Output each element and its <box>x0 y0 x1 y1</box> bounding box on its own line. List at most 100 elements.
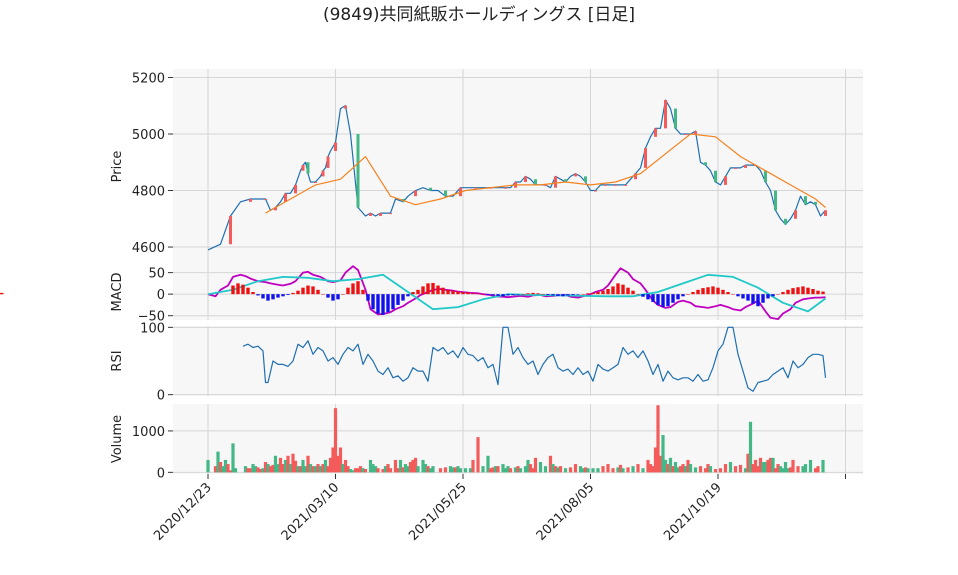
volume-bar <box>808 459 813 473</box>
volume-bar <box>281 464 285 473</box>
volume-bar <box>803 464 808 473</box>
macd-histogram-bar <box>721 289 725 295</box>
volume-bar <box>713 469 718 473</box>
volume-bar <box>423 464 428 473</box>
volume-bar <box>531 468 535 473</box>
volume-bar <box>513 467 518 473</box>
volume-bar <box>356 468 360 473</box>
volume-bar <box>543 466 548 473</box>
candle-body <box>634 173 637 180</box>
price-ytick-label: 5200 <box>132 71 165 86</box>
volume-bar <box>653 447 658 473</box>
volume-bar <box>443 467 448 473</box>
volume-bar <box>753 459 758 473</box>
volume-bar <box>558 466 563 473</box>
volume-bar <box>228 470 233 473</box>
volume-ytick-label: 1000 <box>132 425 165 440</box>
macd-histogram-bar <box>806 287 810 295</box>
volume-bar <box>668 457 673 473</box>
volume-ylabel: Volume <box>110 415 125 463</box>
candle-body <box>684 134 687 135</box>
macd-histogram-bar <box>611 286 615 295</box>
macd-histogram-bar <box>251 292 255 295</box>
volume-bar <box>773 468 778 473</box>
volume-bar <box>651 466 655 473</box>
macd-histogram-bar <box>541 294 545 295</box>
candle-body <box>624 184 627 186</box>
macd-histogram-bar <box>406 294 410 297</box>
candle-body <box>306 162 310 174</box>
volume-bar <box>491 467 495 473</box>
volume-bar <box>393 459 398 473</box>
volume-bar <box>248 468 253 473</box>
volume-bar <box>288 464 293 473</box>
volume-bar <box>646 459 650 473</box>
volume-bar <box>648 464 653 473</box>
candle-body <box>574 173 577 177</box>
volume-bar <box>661 435 665 473</box>
candle-body <box>274 207 277 211</box>
volume-bar <box>796 466 800 473</box>
macd-histogram-bar <box>586 293 590 295</box>
macd-histogram-bar <box>821 291 825 295</box>
volume-bar <box>268 466 273 473</box>
macd-histogram-bar <box>656 294 660 305</box>
candle-body <box>534 179 537 185</box>
volume-bar <box>761 461 765 473</box>
candle-body <box>229 215 232 245</box>
macd-histogram-bar <box>501 294 505 297</box>
volume-bar <box>276 464 280 473</box>
volume-bar <box>351 470 355 473</box>
macd-histogram-bar <box>451 290 455 295</box>
volume-bar <box>323 459 328 473</box>
macd-histogram-bar <box>736 294 740 297</box>
volume-bar <box>618 464 623 473</box>
macd-histogram-bar <box>401 294 405 301</box>
mark-layer <box>0 99 827 473</box>
volume-bar <box>786 468 790 473</box>
macd-histogram-bar <box>316 289 320 295</box>
volume-bar <box>426 466 430 473</box>
macd-histogram-bar <box>476 293 480 295</box>
macd-histogram-bar <box>801 286 805 295</box>
volume-bar <box>758 457 763 473</box>
volume-bar <box>246 468 250 473</box>
volume-bar <box>733 466 738 473</box>
candle-body <box>714 170 717 183</box>
candle-body <box>584 176 587 183</box>
volume-bar <box>788 467 793 473</box>
volume-bar <box>488 468 493 473</box>
volume-bar <box>336 455 340 473</box>
candle-body <box>664 100 667 129</box>
volume-bar <box>501 464 505 473</box>
rsi-ylabel: RSI <box>110 350 125 371</box>
macd-histogram-bar <box>391 294 395 310</box>
volume-bar <box>291 453 295 473</box>
volume-bar <box>253 466 258 473</box>
volume-bar <box>456 466 460 473</box>
macd-histogram-bar <box>531 292 535 295</box>
grid-layer <box>173 69 863 474</box>
volume-bar <box>476 437 480 473</box>
candle-body <box>704 162 707 166</box>
volume-bar <box>371 464 375 473</box>
volume-bar <box>581 468 585 473</box>
macd-histogram-bar <box>751 294 755 304</box>
price-ytick-label: 5000 <box>132 128 165 143</box>
macd-histogram-bar <box>481 294 485 295</box>
candle-body <box>744 165 747 168</box>
candle-body <box>674 108 677 129</box>
candle-body <box>429 187 432 191</box>
macd-histogram-bar <box>236 283 240 295</box>
macd-histogram-bar <box>671 294 675 303</box>
volume-bar <box>688 464 693 473</box>
candle-body <box>794 210 797 219</box>
volume-bar <box>738 464 743 473</box>
volume-bar <box>401 467 405 473</box>
volume-bar <box>358 466 363 473</box>
volume-bar <box>413 457 418 473</box>
volume-bar <box>568 467 573 473</box>
macd-histogram-bar <box>386 294 390 313</box>
macd-histogram-bar <box>486 294 490 296</box>
macd-histogram-bar <box>511 294 515 296</box>
